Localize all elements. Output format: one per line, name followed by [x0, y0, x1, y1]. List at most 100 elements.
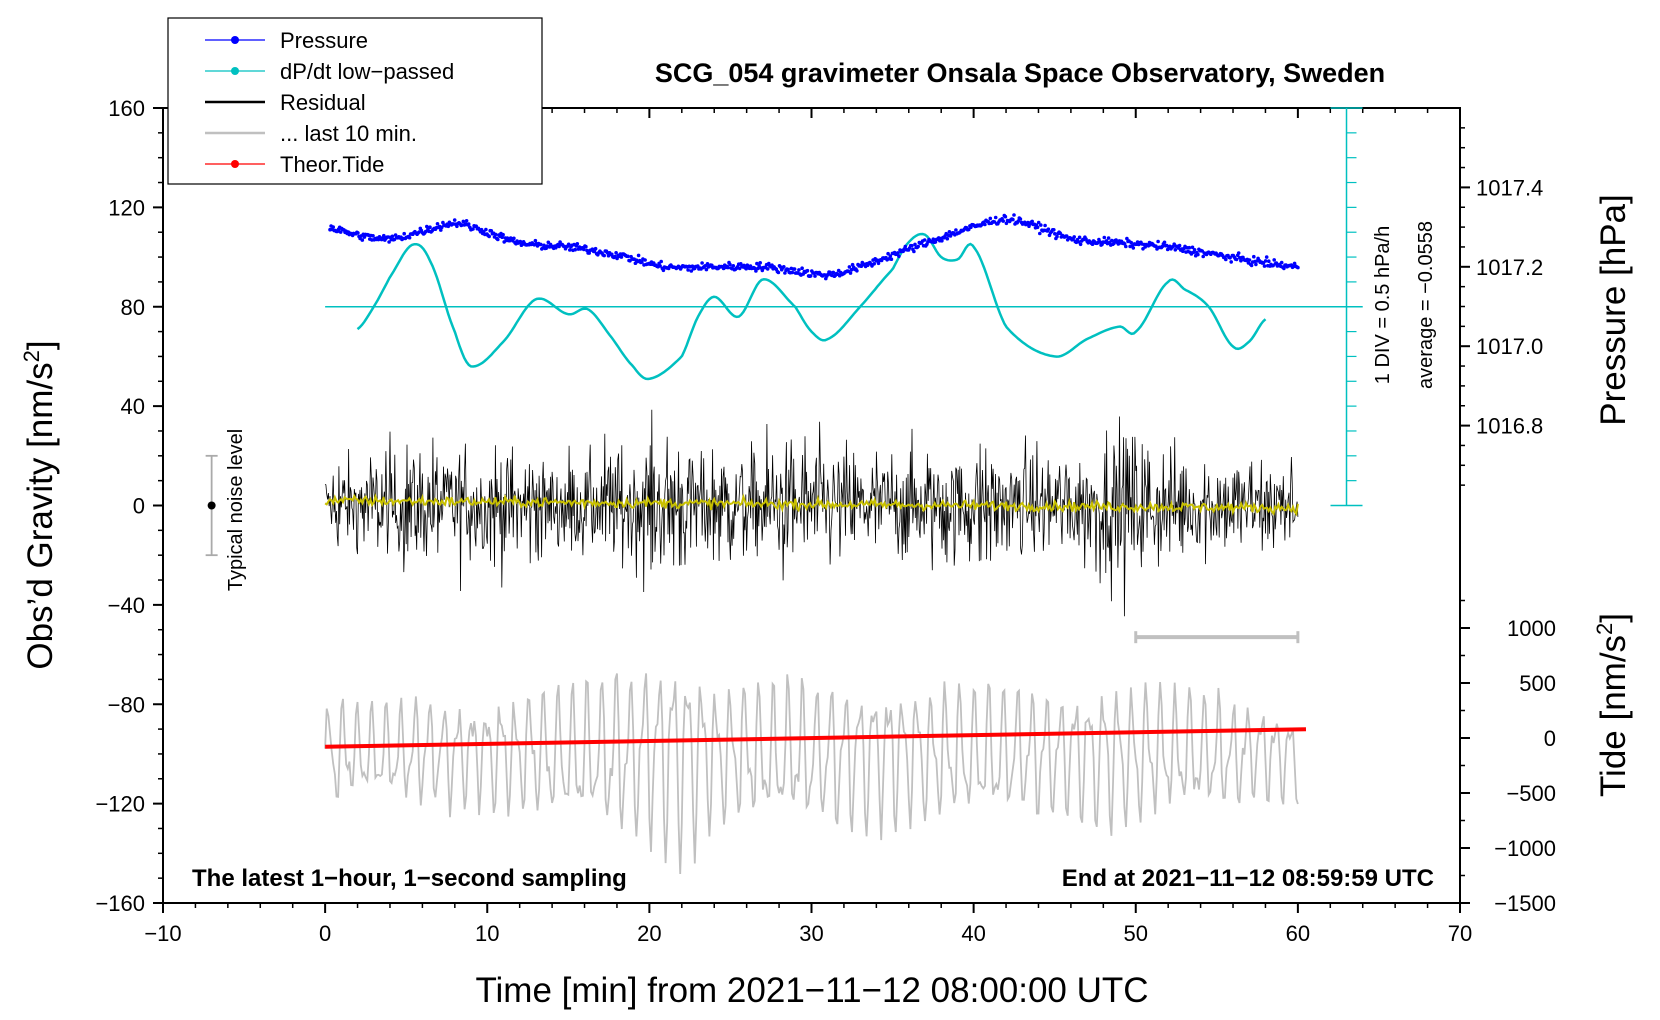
pressure-point [643, 258, 647, 262]
pressure-point [501, 232, 505, 237]
pressure-point [566, 242, 571, 247]
pressure-point [700, 261, 704, 265]
pressure-point [439, 228, 443, 232]
pressure-point [1165, 247, 1170, 252]
pressure-point [1201, 254, 1205, 259]
pressure-point [945, 236, 950, 241]
noise-level-label: Typical noise level [225, 429, 247, 591]
pressure-point [889, 257, 894, 262]
pressure-point [1098, 240, 1102, 244]
annotation-end-time: End at 2021−11−12 08:59:59 UTC [1062, 865, 1434, 892]
pressure-point [362, 235, 367, 239]
pressure-point [1001, 219, 1005, 223]
pressure-point [661, 268, 666, 273]
pressure-point [897, 254, 901, 259]
pressure-point [758, 261, 762, 265]
pressure-point [1102, 235, 1107, 240]
residual-line [324, 409, 1299, 617]
pressure-point [1154, 244, 1158, 248]
pressure-point [1156, 239, 1160, 244]
pressure-point [705, 262, 710, 266]
pressure-point [731, 264, 736, 268]
pressure-point [872, 262, 876, 266]
y-left-tick-label: 120 [108, 195, 145, 220]
pressure-point [790, 270, 795, 275]
pressure-point [446, 224, 451, 229]
pressure-point [619, 255, 624, 259]
x-tick-label: 50 [1124, 921, 1148, 946]
pressure-point [792, 267, 797, 271]
tide-tick-label: −1000 [1494, 836, 1556, 861]
pressure-point [1035, 225, 1040, 230]
pressure-point [1228, 255, 1232, 260]
pressure-point [1072, 235, 1076, 239]
dpdt-line [356, 232, 1267, 381]
pressure-point [1234, 257, 1239, 262]
pressure-point [440, 225, 444, 230]
pressure-point [542, 243, 546, 248]
pressure-point [423, 229, 428, 234]
pressure-point [466, 222, 471, 226]
x-tick-label: 40 [961, 921, 985, 946]
pressure-point [1229, 260, 1233, 264]
y-axis-label-left-close: ] [21, 340, 60, 350]
pressure-point [1263, 259, 1268, 263]
pressure-point [425, 224, 429, 229]
pressure-point [1274, 261, 1279, 265]
y-left-tick-label: −160 [95, 891, 145, 916]
pressure-point [614, 251, 618, 255]
pressure-point [461, 219, 466, 224]
pressure-point [356, 231, 360, 235]
tide-axis-label-text: Tide [nm/s [1594, 635, 1633, 797]
pressure-point [753, 266, 757, 271]
pressure-point [1076, 240, 1081, 244]
x-tick-label: 70 [1448, 921, 1472, 946]
y-left-tick-label: −120 [95, 792, 145, 817]
tide-axis-label: Tide [nm/s2] [1592, 613, 1633, 797]
pressure-point [849, 267, 854, 272]
pressure-point [587, 251, 591, 255]
pressure-point [1090, 242, 1095, 246]
pressure-point [1173, 248, 1178, 252]
pressure-point [1279, 260, 1284, 265]
pressure-point [382, 233, 386, 238]
theor-tide-line [325, 727, 1307, 749]
tide-tick-label: 0 [1544, 726, 1556, 751]
pressure-point [1282, 266, 1286, 271]
pressure-point [573, 247, 577, 252]
pressure-point [805, 268, 810, 273]
pressure-point [910, 243, 914, 248]
pressure-point [808, 274, 813, 278]
pressure-point [518, 239, 523, 244]
legend-label: Pressure [280, 28, 368, 53]
tide-tick-label: 1000 [1507, 616, 1556, 641]
pressure-point [390, 234, 395, 239]
residual-lowpass-line [324, 493, 1299, 517]
x-tick-label: 10 [475, 921, 499, 946]
pressure-point [1039, 223, 1043, 227]
pressure-point [1190, 245, 1195, 250]
pressure-point [922, 238, 927, 242]
pressure-point [496, 237, 500, 242]
pressure-point [704, 267, 709, 272]
pressure-point [903, 244, 908, 249]
pressure-point [471, 227, 475, 231]
pressure-point [482, 230, 486, 234]
pressure-point [1262, 264, 1267, 268]
pressure-point [338, 230, 343, 234]
pressure-point [1124, 244, 1128, 249]
x-tick-label: 0 [319, 921, 331, 946]
pressure-point [896, 251, 900, 255]
pressure-tick-label: 1017.2 [1476, 255, 1543, 280]
pressure-point [489, 229, 494, 233]
tide-axis-label-close: ] [1594, 613, 1633, 623]
pressure-point [886, 251, 890, 256]
pressure-point [484, 227, 488, 232]
pressure-point [1055, 234, 1059, 239]
pressure-point [1247, 258, 1252, 262]
pressure-point [1043, 223, 1047, 228]
pressure-point [828, 270, 832, 275]
pressure-point [464, 219, 469, 223]
pressure-point [1110, 238, 1114, 243]
